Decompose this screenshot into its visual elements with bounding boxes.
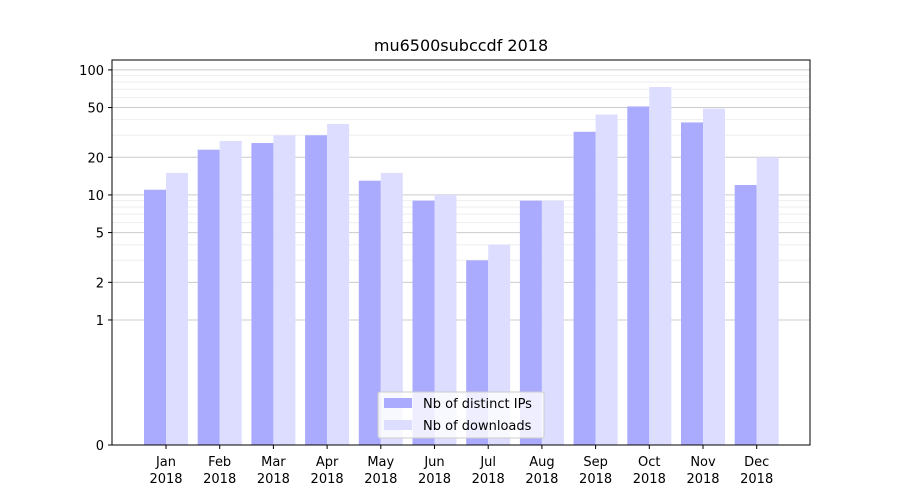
bar-downloads xyxy=(756,157,779,445)
x-tick-label-month: Dec xyxy=(744,455,769,470)
x-tick-label-month: Aug xyxy=(529,455,554,470)
x-tick-label-month: May xyxy=(367,455,394,470)
bar-downloads xyxy=(595,114,618,445)
x-tick-label-year: 2018 xyxy=(740,472,773,487)
y-tick-label: 5 xyxy=(96,227,104,242)
bar-distinct-ips xyxy=(144,189,166,445)
chart-title: mu6500subccdf 2018 xyxy=(374,36,548,55)
bar-downloads xyxy=(273,135,296,445)
bars xyxy=(144,86,779,446)
x-tick-label-month: Oct xyxy=(638,455,660,470)
bar-distinct-ips xyxy=(627,106,650,445)
legend: Nb of distinct IPs Nb of downloads xyxy=(377,391,545,439)
bar-distinct-ips xyxy=(412,200,435,445)
legend-label-downloads: Nb of downloads xyxy=(423,419,532,434)
x-tick-label-month: Apr xyxy=(316,455,339,470)
legend-box xyxy=(377,391,545,439)
y-tick-label: 50 xyxy=(87,102,104,117)
x-tick-label-month: Jun xyxy=(423,455,444,470)
bar-downloads xyxy=(649,86,672,445)
x-tick-label-year: 2018 xyxy=(686,472,719,487)
bar-downloads xyxy=(219,140,242,445)
bar-distinct-ips xyxy=(681,122,703,445)
bar-distinct-ips xyxy=(734,185,757,445)
bar-distinct-ips xyxy=(197,149,220,446)
bar-downloads xyxy=(703,108,725,445)
legend-label-distinct-ips: Nb of distinct IPs xyxy=(423,397,532,412)
y-tick-label: 20 xyxy=(87,151,104,166)
legend-swatch-distinct-ips xyxy=(384,398,412,408)
x-tick-label-year: 2018 xyxy=(472,472,505,487)
x-tick-label-year: 2018 xyxy=(525,472,558,487)
plot-frame xyxy=(111,59,811,446)
legend-swatch-downloads xyxy=(384,420,412,430)
bar-downloads xyxy=(434,194,457,445)
x-tick-label-month: Jul xyxy=(479,455,496,470)
x-axis: Jan 2018 Feb 2018 Mar 2018 Apr 2018 May 2018 Jun 20… xyxy=(149,445,773,487)
x-tick-label-year: 2018 xyxy=(364,472,397,487)
bar-downloads xyxy=(327,123,350,445)
x-tick-label-year: 2018 xyxy=(257,472,290,487)
bar-distinct-ips xyxy=(358,180,381,445)
bar-distinct-ips xyxy=(305,135,328,445)
x-tick-label-year: 2018 xyxy=(149,472,182,487)
y-tick-label: 2 xyxy=(96,276,104,291)
x-tick-label-month: Jan xyxy=(155,455,176,470)
y-tick-label: 10 xyxy=(87,189,104,204)
bar-downloads xyxy=(380,172,403,445)
bar-downloads xyxy=(541,200,564,445)
y-tick-label: 0 xyxy=(96,439,104,454)
x-tick-label-month: Feb xyxy=(208,455,231,470)
x-tick-label-year: 2018 xyxy=(311,472,344,487)
y-tick-label: 1 xyxy=(96,314,104,329)
bar-downloads xyxy=(166,172,188,445)
bar-distinct-ips xyxy=(519,200,542,445)
x-tick-label-year: 2018 xyxy=(203,472,236,487)
x-tick-label-month: Nov xyxy=(690,455,716,470)
bar-distinct-ips xyxy=(573,131,596,445)
x-tick-label-year: 2018 xyxy=(418,472,451,487)
bar-distinct-ips xyxy=(251,143,274,445)
x-tick-label-month: Mar xyxy=(261,455,286,470)
y-tick-label: 100 xyxy=(79,64,104,79)
x-tick-label-month: Sep xyxy=(583,455,608,470)
x-tick-label-year: 2018 xyxy=(579,472,612,487)
y-axis: 0 1 2 5 10 20 50 100 xyxy=(79,64,112,454)
x-tick-label-year: 2018 xyxy=(633,472,666,487)
